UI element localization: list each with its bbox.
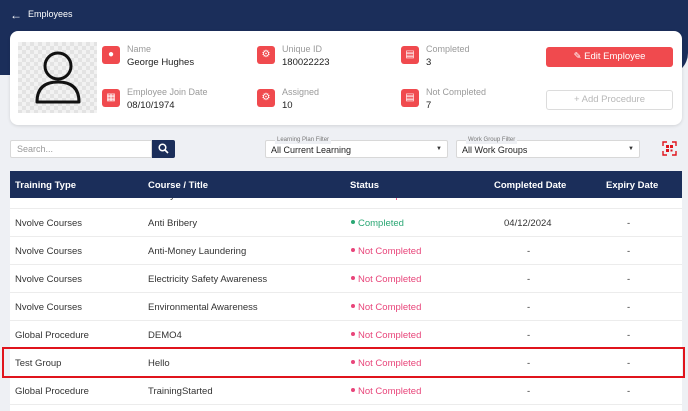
- table-row[interactable]: Nvolve Courses Environmental Awareness N…: [10, 293, 682, 321]
- cell-status: Not Completed: [351, 358, 421, 369]
- column-header-completed-date[interactable]: Completed Date: [494, 180, 567, 191]
- back-arrow-icon[interactable]: ←: [10, 8, 22, 22]
- cell-training-type: Global Procedure: [15, 386, 89, 397]
- cell-status: Not Completed: [351, 302, 421, 313]
- cell-expiry-date: -: [627, 302, 631, 313]
- completed-label: Completed: [426, 44, 470, 54]
- name-field: ● Name George Hughes: [102, 44, 242, 74]
- cell-expiry-date: -: [627, 246, 631, 257]
- learning-plan-filter[interactable]: Learning Plan Filter All Current Learnin…: [265, 137, 448, 158]
- cell-status: Not Completed: [351, 330, 421, 341]
- document-icon: ▤: [401, 89, 419, 107]
- cell-status: Not Completed: [351, 386, 421, 397]
- add-procedure-button[interactable]: + Add Procedure: [546, 90, 673, 110]
- cell-completed-date: -: [527, 274, 531, 285]
- cell-course-title: Anti-Money Laundering: [148, 246, 247, 257]
- cell-completed-date: -: [527, 246, 531, 257]
- gear-icon: ⚙: [257, 46, 275, 64]
- cell-course-title: TrainingStarted: [148, 386, 213, 397]
- cell-status: Not Completed: [351, 274, 421, 285]
- not-completed-field: ▤ Not Completed 7: [401, 87, 541, 117]
- column-header-training-type[interactable]: Training Type: [15, 180, 77, 191]
- calendar-icon: ▦: [102, 89, 120, 107]
- cell-expiry-date: -: [627, 218, 631, 229]
- cell-expiry-date: -: [627, 274, 631, 285]
- caret-down-icon: ▼: [436, 146, 442, 152]
- completed-value: 3: [426, 57, 432, 68]
- cell-training-type: Nvolve Courses: [15, 274, 83, 285]
- caret-down-icon: ▼: [628, 146, 634, 152]
- learning-plan-filter-label: Learning Plan Filter: [275, 137, 332, 144]
- work-group-filter-label: Work Group Filter: [466, 137, 518, 144]
- work-group-filter[interactable]: Work Group Filter All Work Groups ▼: [456, 137, 640, 158]
- cell-completed-date: -: [527, 386, 531, 397]
- cell-course-title: Environmental Awareness: [148, 302, 258, 313]
- cell-completed-date: -: [527, 330, 531, 341]
- column-header-expiry-date[interactable]: Expiry Date: [606, 180, 659, 191]
- user-silhouette-icon: [35, 51, 81, 104]
- unique-id-label: Unique ID: [282, 44, 323, 54]
- cell-expiry-date: -: [627, 330, 631, 341]
- cell-training-type: Nvolve Courses: [15, 218, 83, 229]
- cell-expiry-date: -: [627, 358, 631, 369]
- cell-status: Completed: [351, 218, 404, 229]
- avatar-placeholder: [18, 42, 97, 113]
- join-date-field: ▦ Employee Join Date 08/10/1974: [102, 87, 242, 117]
- table-row[interactable]: Global Procedure TrainingStarted Not Com…: [10, 377, 682, 405]
- cell-course-title: Anti Bribery: [148, 218, 198, 229]
- table-row[interactable]: Nvolve Courses Anti Bribery Completed 04…: [10, 209, 682, 237]
- edit-employee-button[interactable]: ✎ Edit Employee: [546, 47, 673, 67]
- cell-course-title: Hello: [148, 358, 170, 369]
- qr-scan-icon[interactable]: [662, 141, 677, 156]
- employee-profile-card: ● Name George Hughes ⚙ Unique ID 1800222…: [10, 31, 682, 125]
- cell-completed-date: -: [527, 358, 531, 369]
- table-row[interactable]: Nvolve Courses Electricity Safety Awaren…: [10, 265, 682, 293]
- row-highlight-box: [2, 347, 685, 378]
- cell-completed-date: -: [527, 302, 531, 313]
- assigned-value: 10: [282, 100, 293, 111]
- gear-icon: ⚙: [257, 89, 275, 107]
- not-completed-label: Not Completed: [426, 87, 487, 97]
- not-completed-value: 7: [426, 100, 432, 111]
- column-header-course-title[interactable]: Course / Title: [148, 180, 209, 191]
- cell-training-type: Nvolve Courses: [15, 302, 83, 313]
- search-button[interactable]: [152, 140, 175, 158]
- cell-training-type: Nvolve Courses: [15, 246, 83, 257]
- training-table: Training Type Course / Title Status Comp…: [10, 171, 682, 411]
- assigned-label: Assigned: [282, 87, 320, 97]
- assigned-field: ⚙ Assigned 10: [257, 87, 397, 117]
- cell-course-title: DEMO4: [148, 330, 182, 341]
- person-icon: ●: [102, 46, 120, 64]
- cell-course-title: Electricity Safety Awareness: [148, 274, 268, 285]
- cell-status: Not Completed: [351, 246, 421, 257]
- cell-completed-date: 04/12/2024: [504, 218, 552, 229]
- page-title: Employees: [28, 9, 73, 19]
- name-value: George Hughes: [127, 57, 195, 68]
- cell-training-type: Global Procedure: [15, 330, 89, 341]
- work-group-filter-value: All Work Groups: [462, 145, 528, 155]
- table-header: Training Type Course / Title Status Comp…: [10, 171, 682, 198]
- document-icon: ▤: [401, 46, 419, 64]
- table-row[interactable]: Nvolve Courses Anti-Money Laundering Not…: [10, 237, 682, 265]
- cell-training-type: Test Group: [15, 358, 62, 369]
- completed-field: ▤ Completed 3: [401, 44, 541, 74]
- cell-expiry-date: -: [627, 386, 631, 397]
- unique-id-field: ⚙ Unique ID 180022223: [257, 44, 397, 74]
- join-date-value: 08/10/1974: [127, 100, 175, 111]
- search-icon: [158, 143, 169, 154]
- table-row[interactable]: Global Procedure DEMO4 Not Completed - -: [10, 321, 682, 349]
- learning-plan-filter-value: All Current Learning: [271, 145, 352, 155]
- join-date-label: Employee Join Date: [127, 87, 208, 97]
- unique-id-value: 180022223: [282, 57, 330, 68]
- column-header-status[interactable]: Status: [350, 180, 380, 191]
- search-input[interactable]: Search...: [10, 140, 152, 158]
- name-label: Name: [127, 44, 152, 54]
